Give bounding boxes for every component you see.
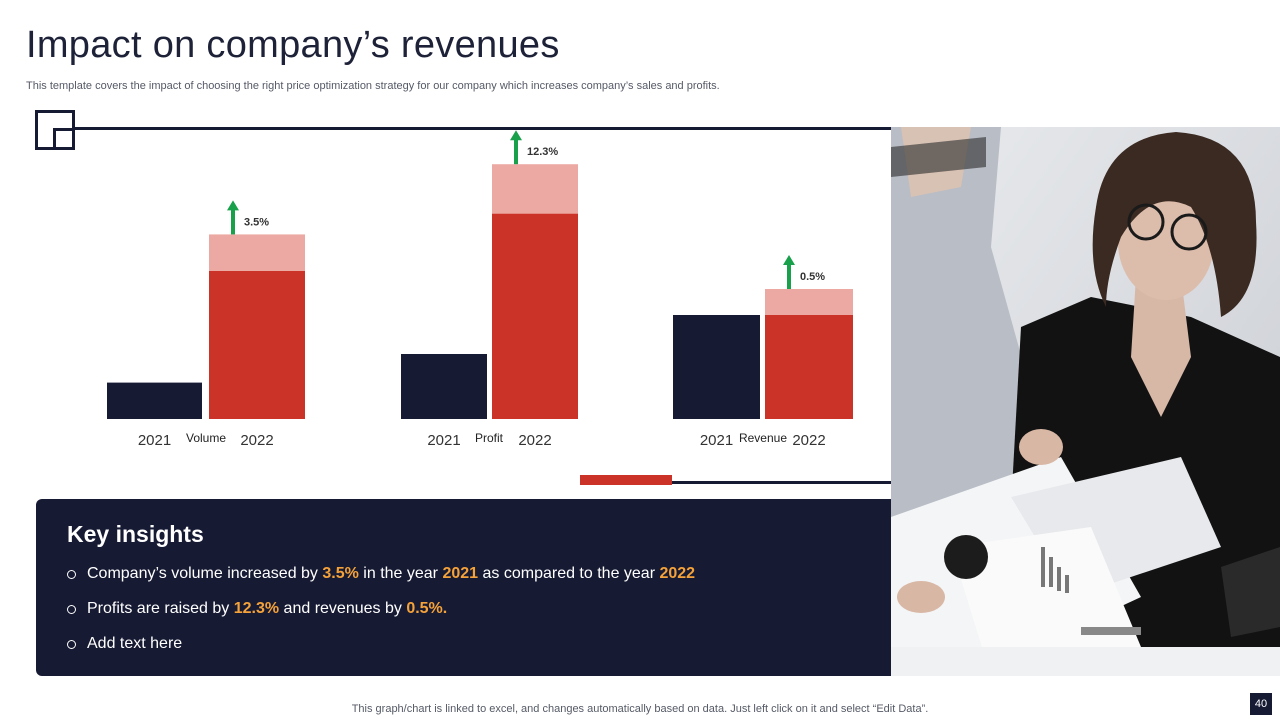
tick-label-2021: 2021	[700, 432, 733, 449]
bar-volume-2021	[107, 382, 202, 419]
footer-note: This graph/chart is linked to excel, and…	[351, 703, 929, 715]
bullet-icon	[67, 605, 76, 614]
key-insights-list: Company’s volume increased by 3.5% in th…	[67, 565, 695, 670]
bar-chart[interactable]: 3.5% 2021 2022 Volume 12.3% 2021 2022 Profit 0.5…	[0, 0, 891, 490]
group-label: Volume	[186, 431, 226, 445]
tick-label-2021: 2021	[427, 432, 460, 449]
change-label: 0.5%	[800, 271, 825, 283]
tick-label-2021: 2021	[138, 432, 171, 449]
bar-volume-2022-increase	[209, 234, 305, 271]
bar-profit-2022-base	[492, 213, 578, 419]
insight-text: Profits are raised by 12.3% and revenues…	[87, 600, 447, 618]
bullet-icon	[67, 570, 76, 579]
insight-highlight: 3.5%	[322, 565, 359, 582]
insight-highlight: 2022	[659, 565, 696, 582]
tick-label-2022: 2022	[792, 432, 825, 449]
page-title: Impact on company’s revenues	[26, 24, 560, 66]
up-arrow-icon	[231, 209, 235, 235]
page-number: 40	[1250, 693, 1272, 715]
insight-segment: Company’s volume increased by	[87, 565, 323, 582]
bar-volume-2022-base	[209, 270, 305, 419]
accent-line-navy	[672, 481, 892, 484]
up-arrow-icon	[514, 139, 518, 165]
insight-item: Company’s volume increased by 3.5% in th…	[67, 565, 695, 600]
key-insights-panel: Key insights Company’s volume increased …	[36, 499, 891, 676]
corner-decoration-inner	[53, 128, 75, 150]
insight-text: Add text here	[87, 635, 182, 653]
insight-highlight: 12.3%	[233, 600, 280, 617]
bar-revenue-2022-base	[765, 315, 853, 419]
bar-profit-2022-increase	[492, 164, 578, 214]
insight-item: Add text here	[67, 635, 695, 670]
group-label: Profit	[475, 431, 504, 445]
change-label: 12.3%	[527, 146, 558, 158]
photo-illustration	[891, 127, 1280, 676]
page-subtitle: This template covers the impact of choos…	[26, 80, 720, 92]
insight-segment: as compared to the year	[478, 565, 660, 582]
bullet-icon	[67, 640, 76, 649]
insight-segment: in the year	[358, 565, 443, 582]
accent-bar-red	[580, 475, 672, 485]
people-reviewing-reports-photo	[891, 127, 1280, 676]
tick-label-2022: 2022	[240, 432, 273, 449]
group-label: Revenue	[739, 431, 787, 445]
key-insights-heading: Key insights	[67, 521, 204, 547]
bar-profit-2021	[401, 354, 487, 419]
insight-segment: Profits are raised by	[87, 600, 234, 617]
up-arrow-head-icon	[510, 130, 522, 141]
change-label: 3.5%	[244, 216, 269, 228]
tick-label-2022: 2022	[518, 432, 551, 449]
up-arrow-icon	[787, 264, 791, 289]
bar-revenue-2022-increase	[765, 289, 853, 315]
bar-revenue-2021	[673, 315, 760, 419]
insight-segment: and revenues by	[279, 600, 407, 617]
up-arrow-head-icon	[227, 200, 239, 211]
insight-highlight: 2021	[442, 565, 479, 582]
insight-item: Profits are raised by 12.3% and revenues…	[67, 600, 695, 635]
up-arrow-head-icon	[783, 255, 795, 265]
insight-segment: Add text here	[87, 635, 183, 652]
insight-text: Company’s volume increased by 3.5% in th…	[87, 565, 695, 583]
insight-highlight: 0.5%.	[406, 600, 448, 617]
top-divider	[72, 127, 892, 130]
